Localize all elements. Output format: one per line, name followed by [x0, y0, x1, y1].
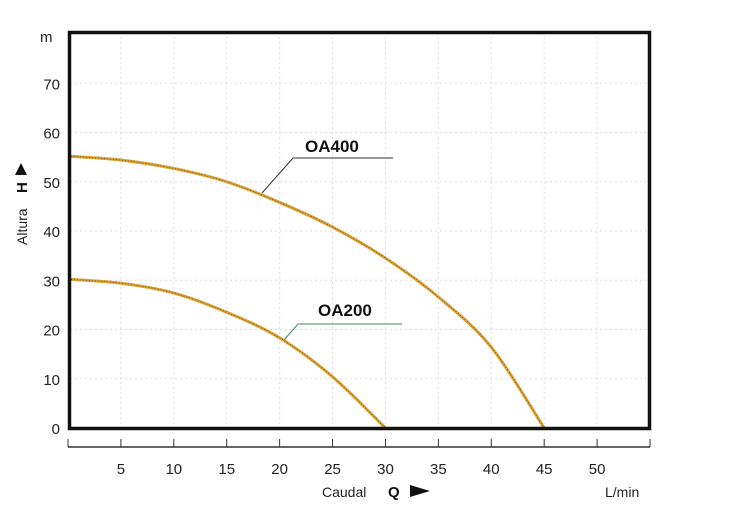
y-tick-label: 20: [43, 323, 60, 340]
x-arrow-icon: [410, 485, 430, 497]
x-tick-label: 20: [271, 461, 288, 478]
y-tick-label: 10: [43, 372, 60, 389]
y-tick-label: 70: [43, 76, 60, 93]
x-tick-label: 35: [430, 461, 447, 478]
x-tick-label: 30: [377, 461, 394, 478]
series-labels: OA400 OA200: [261, 137, 402, 341]
x-tick-label: 5: [117, 461, 125, 478]
x-tick-label: 50: [589, 461, 606, 478]
grid: [70, 32, 650, 428]
y-tick-labels: 0 10 20 30 40 50 60 70: [43, 76, 60, 438]
series-curve-oa200: [67, 277, 387, 430]
y-axis-label: Altura: [14, 208, 30, 245]
y-tick-label: 60: [43, 126, 60, 143]
curves: [67, 154, 546, 430]
x-axis: [67, 439, 651, 448]
x-axis-label: Caudal: [322, 484, 366, 500]
y-unit-label: m: [40, 29, 53, 46]
oa200-leader-line: [283, 323, 402, 341]
x-tick-label: 10: [165, 461, 182, 478]
series-label-oa400: OA400: [305, 137, 359, 156]
series-label-oa200: OA200: [318, 301, 372, 320]
y-tick-label: 30: [43, 273, 60, 290]
y-tick-label: 0: [52, 421, 60, 438]
x-tick-labels: 5 10 15 20 25 30 35 40 45 50: [117, 461, 606, 478]
x-tick-label: 40: [483, 461, 500, 478]
y-tick-label: 40: [43, 224, 60, 241]
y-tick-label: 50: [43, 175, 60, 192]
x-tick-label: 25: [324, 461, 341, 478]
x-axis-symbol: Q: [388, 484, 400, 501]
series-curve-oa400: [67, 154, 546, 429]
y-axis-title: Altura H: [14, 163, 31, 245]
x-tick-label: 15: [218, 461, 235, 478]
oa400-leader-line: [261, 157, 393, 194]
x-tick-label: 45: [536, 461, 553, 478]
x-unit-label: L/min: [605, 484, 639, 500]
series-curve-texture-oa400: [67, 155, 545, 429]
y-axis-symbol: H: [14, 182, 31, 193]
plot-frame: [67, 30, 652, 431]
y-arrow-icon: [15, 163, 27, 175]
